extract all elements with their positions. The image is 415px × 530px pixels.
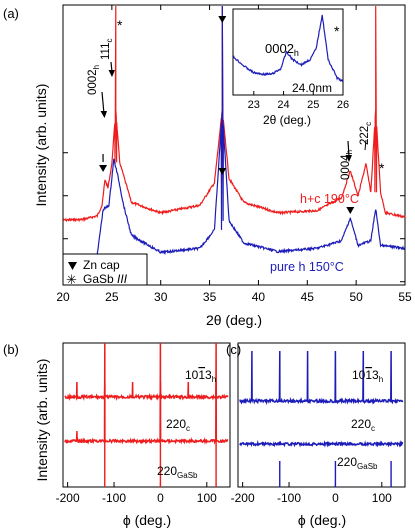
arrow-0004h-head	[345, 155, 352, 162]
legend-label-gasb: GaSb III	[83, 272, 128, 286]
plot-b-series-1	[64, 342, 229, 445]
plot-b-label-1013h: 1013h	[185, 368, 216, 384]
legend-box	[62, 253, 148, 286]
plot-a-tick-label: 30	[154, 290, 168, 304]
plot-b-tick-label: -200	[56, 491, 80, 505]
series-label-red: h+c 190°C	[300, 192, 359, 206]
arrow-0004h	[347, 140, 350, 158]
plot-a-x-ticks: 20 25 30 35 40 45 50 55	[56, 5, 412, 304]
plot-a-tick-label: 55	[398, 290, 412, 304]
inset-line	[232, 14, 344, 82]
svg-text:111c: 111c	[100, 39, 114, 60]
plot-c-lines	[239, 350, 404, 487]
zn-cap-marker	[346, 207, 355, 214]
arrow-111c-head	[108, 70, 115, 77]
plot-c-tick-label: -200	[231, 491, 255, 505]
plot-c-tick-label: -100	[277, 491, 301, 505]
series-label-blue: pure h 150°C	[270, 260, 344, 274]
plot-c-label-220gasb: 220GaSb	[337, 455, 378, 471]
annotation-0004h: 0004h	[340, 150, 354, 180]
inset-tick-label: 23	[248, 99, 260, 111]
plot-b-series-0	[64, 381, 229, 401]
plot-b-label-220c: 220c	[166, 417, 190, 433]
plot-b-tick-label: 0	[157, 491, 164, 505]
zn-cap-marker	[99, 165, 108, 172]
panel-a-label: (a)	[3, 6, 19, 21]
inset-star: *	[334, 23, 340, 39]
plot-b-x-ticks: -200 -100 0 100	[56, 482, 217, 505]
inset-size-label: 24.0nm	[292, 81, 332, 95]
series-line-blue	[62, 5, 406, 263]
plot-b-lines	[64, 342, 229, 487]
inset-frame	[232, 8, 344, 96]
plot-c-tick-label: 0	[332, 491, 339, 505]
plot-a-markers	[99, 16, 355, 214]
plot-b-tick-label: -100	[102, 491, 126, 505]
plot-a-tick-label: 20	[56, 290, 70, 304]
annotation-0002h: 0002h	[87, 65, 101, 95]
plot-c-x-label: ϕ (deg.)	[298, 512, 346, 528]
plot-b-frame	[62, 342, 231, 488]
plot-a-lines	[62, 5, 406, 263]
plot-a-tick-label: 50	[349, 290, 363, 304]
plot-b-x-label: ϕ (deg.)	[123, 512, 171, 528]
series-line-red	[62, 5, 406, 223]
plot-a-tick-label: 25	[105, 290, 119, 304]
star-a-1: *	[117, 17, 123, 33]
legend-marker-gasb-icon: ✳	[66, 272, 77, 287]
plot-c-frame	[237, 342, 406, 488]
inset-tick-label: 25	[307, 99, 319, 111]
svg-text:0004h: 0004h	[340, 150, 354, 180]
plot-b-y-label: Intensity (arb. units)	[34, 359, 50, 482]
inset-x-ticks: 23 24 25 26	[248, 91, 349, 111]
zn-cap-marker	[218, 16, 227, 23]
svg-text:0002h: 0002h	[87, 65, 101, 95]
legend-label-zn: Zn cap	[83, 258, 120, 272]
plot-c-series-1	[239, 439, 404, 448]
inset-x-label: 2θ (deg.)	[263, 113, 311, 127]
plot-a-x-label: 2θ (deg.)	[206, 312, 262, 328]
plot-b-tick-label: 100	[197, 491, 217, 505]
zn-cap-marker	[218, 168, 227, 175]
plot-c-tick-label: 100	[372, 491, 392, 505]
plot-a-y-label: Intensity (arb. units)	[33, 84, 49, 207]
plot-a-tick-label: 45	[301, 290, 315, 304]
inset-tick-label: 26	[337, 99, 349, 111]
plot-a-tick-label: 35	[203, 290, 217, 304]
annotation-222c: 222c	[359, 122, 373, 145]
arrow-0002h	[101, 91, 105, 115]
svg-text:222c: 222c	[359, 122, 373, 145]
plot-a-tick-label: 40	[252, 290, 266, 304]
arrow-222c	[364, 139, 367, 151]
plot-c-label-1013h: 1013h	[352, 368, 383, 384]
star-a-2: *	[379, 160, 385, 176]
plot-c-series-0	[239, 350, 404, 406]
panel-b-label: (b)	[3, 342, 19, 357]
panel-c-label: (c)	[226, 342, 241, 357]
plot-a-frame	[62, 4, 406, 286]
inset-tick-label: 24	[277, 99, 289, 111]
legend-marker-zn	[68, 262, 77, 270]
plot-b-label-220gasb: 220GaSb	[157, 464, 198, 480]
annotation-111c: 111c	[100, 39, 114, 60]
inset-peak-label: 0002h	[265, 41, 299, 58]
plot-c-x-ticks: -200 -100 0 100	[231, 482, 392, 505]
arrow-0002h-head	[100, 111, 107, 118]
plot-c-label-220c: 220c	[351, 417, 375, 433]
